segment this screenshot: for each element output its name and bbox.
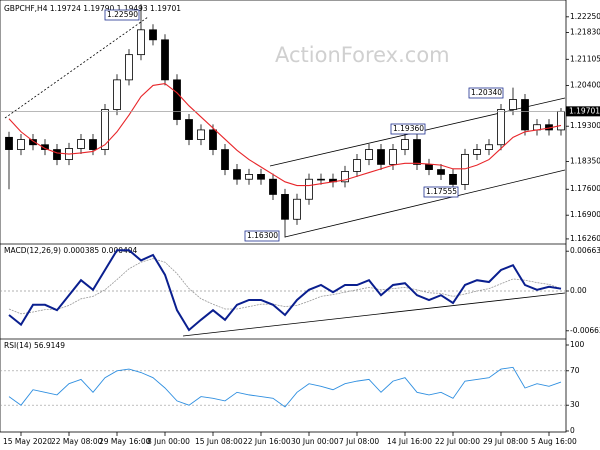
candle-body — [449, 174, 457, 185]
annotation: 1.22590 — [107, 10, 138, 19]
x-tick-label: 29 Jul 08:00 — [483, 437, 528, 446]
candle-body — [197, 129, 205, 140]
y-tick-label: 1.21830 — [570, 27, 600, 36]
x-tick-label: 22 May 08:00 — [51, 437, 103, 446]
candle-body — [101, 109, 109, 150]
candle-body — [557, 110, 565, 131]
candle-body — [353, 159, 361, 172]
candle-body — [257, 174, 265, 180]
candle-body — [377, 149, 385, 165]
annotation-box — [468, 87, 504, 99]
y-tick-label: 1.18350 — [570, 156, 600, 165]
annotation: 1.16300 — [247, 231, 278, 240]
candle-body — [209, 129, 217, 150]
moving-average — [8, 82, 562, 187]
candle-body — [221, 149, 229, 170]
candle-body — [461, 153, 469, 185]
candle-body — [305, 178, 313, 200]
y-tick-label: 1.21105 — [570, 54, 600, 63]
candle-body — [173, 79, 181, 120]
candle-body — [89, 139, 97, 150]
candle-body — [53, 149, 61, 160]
annotation: 1.17555 — [426, 187, 457, 196]
y-tick-label: 70 — [570, 366, 580, 375]
y-tick-label: 0 — [570, 426, 575, 435]
candle-body — [5, 136, 13, 150]
candle-body — [137, 29, 145, 56]
channel-line — [284, 169, 566, 238]
candle-body — [413, 139, 421, 165]
annotation-box — [423, 186, 459, 198]
y-tick-label: 1.16900 — [570, 210, 600, 219]
candle-body — [473, 149, 481, 155]
candle-body — [77, 139, 85, 149]
candle-body — [509, 99, 517, 110]
candle-body — [365, 149, 373, 160]
trend-line — [4, 16, 149, 119]
candle-body — [29, 139, 37, 146]
x-tick-label: 8 Jun 00:00 — [147, 437, 190, 446]
y-tick-label: 1.16260 — [570, 234, 600, 243]
x-tick-label: 22 Jul 00:00 — [435, 437, 480, 446]
macd-line — [8, 249, 562, 332]
trend-line — [182, 292, 566, 337]
chart-title: MACD(12,26,9) 0.000385 0.000404 — [4, 246, 138, 255]
candle-body — [149, 29, 157, 41]
chart-title: GBPCHF,H4 1.19724 1.19790 1.19493 1.1970… — [4, 4, 181, 13]
candle-body — [41, 144, 49, 150]
signal-line — [8, 258, 562, 315]
candle-body — [401, 139, 409, 150]
y-tick-label: 0.006636 — [570, 246, 600, 255]
annotation-box — [244, 230, 280, 242]
last-price-box — [566, 106, 600, 117]
candle-body — [125, 54, 133, 81]
candle-body — [389, 149, 397, 165]
candle-body — [113, 79, 121, 110]
candle-body — [293, 198, 301, 220]
y-tick-label: 1.22250 — [570, 12, 600, 21]
x-tick-label: 30 Jun 00:00 — [291, 437, 339, 446]
candle-body — [185, 119, 193, 140]
rsi-line — [8, 366, 562, 408]
watermark: ActionForex.com — [275, 43, 450, 67]
candle-body — [437, 169, 445, 175]
last-price-label: 1.19701 — [569, 106, 600, 115]
candle-body — [233, 169, 241, 180]
candle-body — [485, 144, 493, 150]
candle-body — [497, 109, 505, 146]
y-tick-label: 0.00 — [570, 286, 587, 295]
y-tick-label: -0.006635 — [570, 326, 600, 335]
candle-body — [317, 178, 325, 181]
y-tick-label: 1.20400 — [570, 80, 600, 89]
x-tick-label: 5 Aug 16:00 — [531, 437, 577, 446]
candle-body — [245, 174, 253, 180]
x-tick-label: 29 May 16:00 — [99, 437, 151, 446]
x-tick-label: 22 Jun 16:00 — [243, 437, 291, 446]
x-tick-label: 14 Jul 16:00 — [387, 437, 432, 446]
candle-body — [17, 139, 25, 150]
candle-body — [341, 171, 349, 183]
candle-body — [269, 178, 277, 195]
x-tick-label: 7 Jul 08:00 — [339, 437, 379, 446]
candle-body — [281, 194, 289, 220]
x-tick-label: 15 Jun 08:00 — [195, 437, 243, 446]
annotation: 1.19360 — [393, 124, 424, 133]
y-tick-label: 100 — [570, 340, 585, 349]
x-tick-label: 15 May 2020 — [3, 437, 52, 446]
marks — [5, 4, 565, 238]
candle-body — [161, 39, 169, 81]
annotation-box — [104, 9, 140, 21]
y-tick-label: 1.17600 — [570, 184, 600, 193]
candle-body — [425, 163, 433, 170]
annotation-box — [390, 123, 426, 135]
y-tick-label: 1.19300 — [570, 121, 600, 130]
candle-body — [521, 99, 529, 131]
annotation: 1.20340 — [471, 88, 502, 97]
chart-title: RSI(14) 56.9149 — [4, 341, 65, 350]
y-tick-label: 30 — [570, 400, 580, 409]
